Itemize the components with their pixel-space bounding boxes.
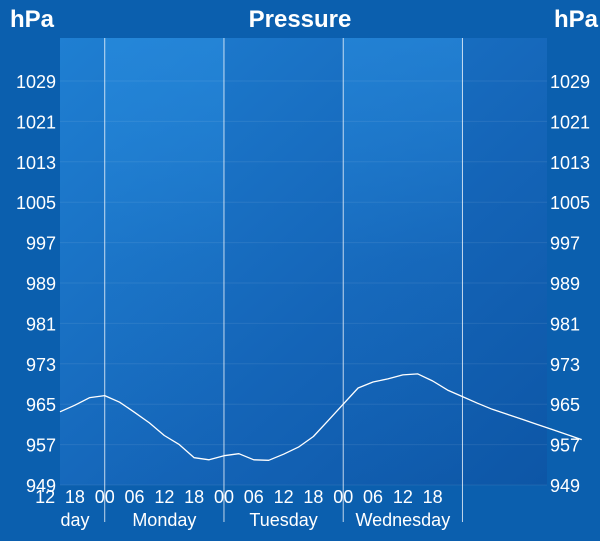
x-day-label: Tuesday [249, 510, 317, 530]
y-tick-label-left: 1021 [16, 112, 56, 132]
y-tick-label-right: 957 [550, 436, 580, 456]
pressure-data-point [551, 429, 552, 430]
pressure-data-point [402, 374, 403, 375]
pressure-data-point [328, 420, 329, 421]
y-tick-label-left: 1005 [16, 193, 56, 213]
x-hour-tick-label: 18 [65, 487, 85, 507]
x-hour-tick-label: 06 [125, 487, 145, 507]
x-hour-tick-label: 12 [393, 487, 413, 507]
pressure-data-point [507, 414, 508, 415]
pressure-data-point [164, 435, 165, 436]
day-band-monday [104, 38, 224, 485]
pressure-data-point [343, 404, 344, 405]
pressure-data-point [387, 378, 388, 379]
day-band-wednesday [343, 38, 463, 485]
y-tick-label-right: 1013 [550, 153, 590, 173]
pressure-data-point [179, 444, 180, 445]
y-tick-label-right: 1021 [550, 112, 590, 132]
pressure-data-point [59, 411, 60, 412]
y-tick-label-left: 957 [26, 436, 56, 456]
y-tick-label-left: 1013 [16, 153, 56, 173]
pressure-data-point [462, 396, 463, 397]
x-day-label: day [60, 510, 89, 530]
pressure-data-point [238, 453, 239, 454]
pressure-data-point [208, 459, 209, 460]
x-day-label: Wednesday [355, 510, 450, 530]
pressure-data-point [194, 457, 195, 458]
y-tick-label-right: 965 [550, 395, 580, 415]
y-tick-label-right: 989 [550, 274, 580, 294]
pressure-data-point [253, 459, 254, 460]
pressure-data-point [447, 389, 448, 390]
x-hour-tick-label: 12 [35, 487, 55, 507]
x-hour-tick-label: 12 [154, 487, 174, 507]
pressure-data-point [149, 422, 150, 423]
pressure-data-point [372, 381, 373, 382]
x-hour-tick-label: 12 [274, 487, 294, 507]
y-tick-label-right: 949 [550, 476, 580, 496]
y-tick-label-left: 949 [26, 476, 56, 496]
x-hour-tick-label: 18 [303, 487, 323, 507]
y-tick-label-right: 997 [550, 234, 580, 254]
pressure-data-point [104, 395, 105, 396]
y-axis-unit-left: hPa [10, 6, 55, 33]
y-axis-unit-right: hPa [553, 6, 598, 33]
pressure-data-point [134, 412, 135, 413]
y-tick-label-right: 973 [550, 355, 580, 375]
x-hour-tick-label: 00 [214, 487, 234, 507]
x-day-label: Monday [132, 510, 196, 530]
y-tick-label-right: 1029 [550, 72, 590, 92]
pressure-data-point [223, 455, 224, 456]
x-hour-tick-label: 06 [363, 487, 383, 507]
x-hour-tick-label: 18 [423, 487, 443, 507]
pressure-data-point [492, 409, 493, 410]
pressure-data-point [283, 454, 284, 455]
pressure-data-point [536, 424, 537, 425]
pressure-data-point [432, 380, 433, 381]
pressure-data-point [477, 403, 478, 404]
y-tick-label-right: 1005 [550, 193, 590, 213]
y-tick-label-left: 989 [26, 274, 56, 294]
pressure-data-point [298, 447, 299, 448]
y-tick-label-left: 973 [26, 355, 56, 375]
y-tick-label-right: 981 [550, 314, 580, 334]
pressure-data-point [521, 419, 522, 420]
x-hour-tick-label: 00 [333, 487, 353, 507]
pressure-data-point [313, 436, 314, 437]
pressure-data-point [74, 405, 75, 406]
x-hour-tick-label: 06 [244, 487, 264, 507]
pressure-data-point [358, 387, 359, 388]
x-hour-tick-label: 18 [184, 487, 204, 507]
y-tick-label-left: 965 [26, 395, 56, 415]
pressure-data-point [417, 373, 418, 374]
y-tick-label-left: 1029 [16, 72, 56, 92]
y-tick-label-left: 981 [26, 314, 56, 334]
pressure-data-point [581, 439, 582, 440]
pressure-data-point [119, 402, 120, 403]
pressure-data-point [268, 460, 269, 461]
chart-title: Pressure [248, 6, 352, 33]
x-hour-tick-label: 00 [95, 487, 115, 507]
pressure-series-line [59, 373, 582, 461]
pressure-data-point [89, 397, 90, 398]
y-tick-label-left: 997 [26, 234, 56, 254]
pressure-data-point [566, 434, 567, 435]
